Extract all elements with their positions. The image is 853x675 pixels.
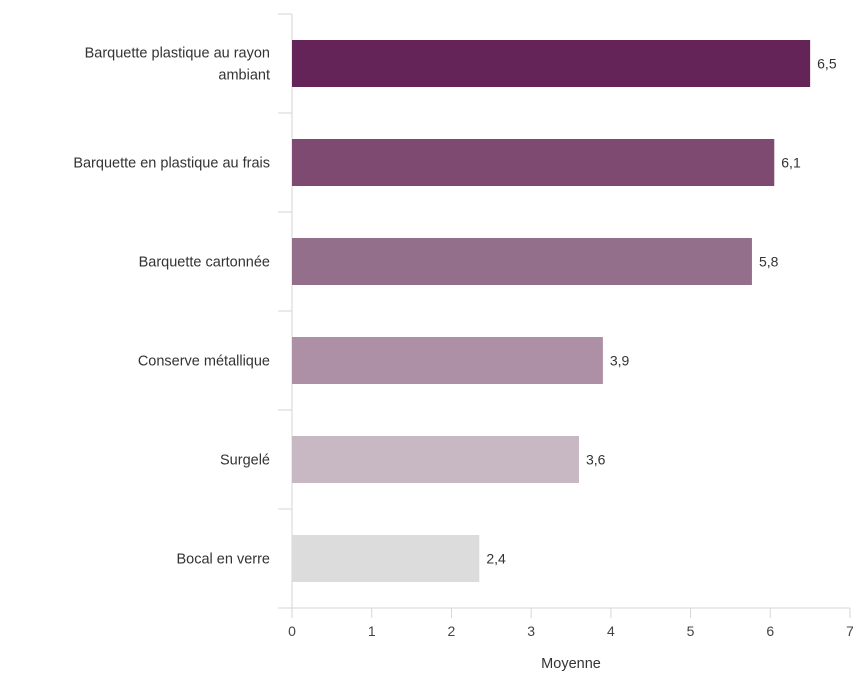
data-label: 5,8 (759, 254, 779, 270)
bar (292, 139, 775, 186)
category-label: Surgelé (220, 453, 270, 469)
category-label: Bocal en verre (177, 552, 271, 568)
x-tick-label: 2 (448, 623, 456, 639)
bar (292, 238, 752, 285)
x-tick-label: 5 (687, 623, 695, 639)
x-tick-label: 4 (607, 623, 615, 639)
data-label: 2,4 (486, 551, 506, 567)
x-tick-label: 3 (527, 623, 535, 639)
category-label-line: Conserve métallique (138, 354, 270, 370)
category-label: Conserve métallique (138, 354, 270, 370)
data-label: 3,6 (586, 452, 606, 468)
x-axis-title: Moyenne (541, 656, 601, 672)
category-axis-ticks (278, 13, 292, 609)
x-tick-label: 1 (368, 623, 376, 639)
category-label-line: Barquette cartonnée (139, 255, 270, 271)
value-axis-ticks: 0 1 2 3 4 5 6 7 (288, 608, 853, 639)
category-label: Barquette en plastique au frais (73, 156, 270, 172)
category-label: Barquette plastique au rayon ambiant (85, 46, 270, 84)
data-label: 6,5 (817, 56, 837, 72)
data-label: 6,1 (781, 155, 801, 171)
category-labels: Barquette plastique au rayon ambiantBarqu… (73, 46, 270, 568)
category-label-line: ambiant (218, 68, 270, 84)
bar (292, 535, 480, 582)
x-tick-label: 0 (288, 623, 296, 639)
category-label-line: Bocal en verre (177, 552, 271, 568)
x-tick-label: 6 (766, 623, 774, 639)
bar (292, 40, 811, 87)
category-label-line: Surgelé (220, 453, 270, 469)
category-label-line: Barquette en plastique au frais (73, 156, 270, 172)
category-label: Barquette cartonnée (139, 255, 270, 271)
bars: 6,5 6,1 5,8 3,9 3,6 2,4 (292, 40, 837, 582)
x-tick-label: 7 (846, 623, 853, 639)
bar (292, 436, 579, 483)
bar (292, 337, 603, 384)
category-label-line: Barquette plastique au rayon (85, 46, 270, 62)
data-label: 3,9 (610, 353, 630, 369)
